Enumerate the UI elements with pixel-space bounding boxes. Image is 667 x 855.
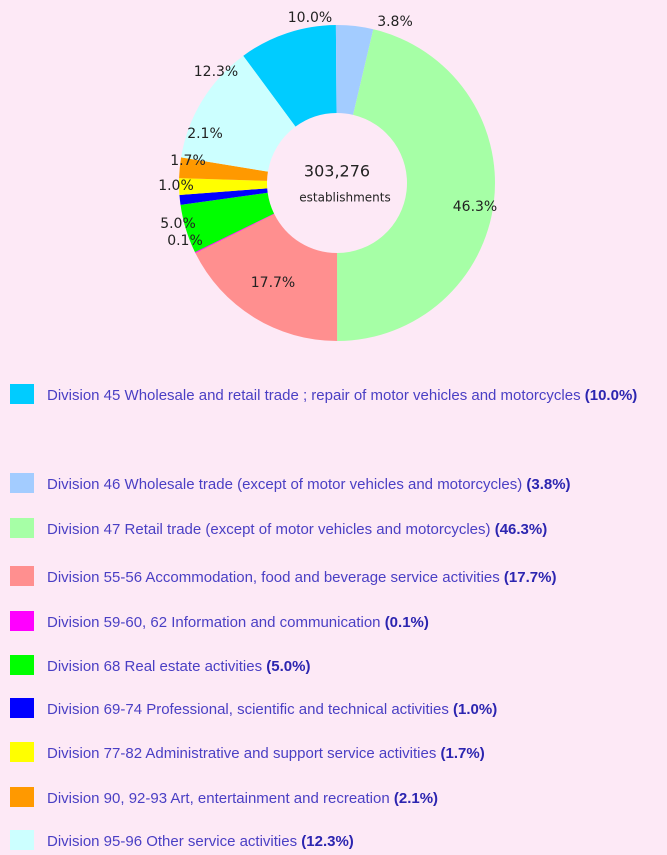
- legend-value: (3.8%): [526, 476, 571, 493]
- legend-value: (1.7%): [440, 745, 485, 762]
- legend-text: Division 59-60, 62 Information and commu…: [47, 610, 667, 636]
- data-label: 12.3%: [194, 64, 238, 80]
- center-label: establishments: [299, 191, 390, 205]
- legend-text: Division 90, 92-93 Art, entertainment an…: [47, 786, 667, 812]
- legend-text: Division 95-96 Other service activities …: [47, 829, 667, 855]
- data-label: 2.1%: [187, 126, 223, 142]
- center-value: 303,276: [304, 162, 370, 181]
- legend-swatch: [10, 787, 34, 807]
- data-label: 5.0%: [160, 216, 196, 232]
- legend-text: Division 77-82 Administrative and suppor…: [47, 741, 667, 767]
- legend-label: Division 45 Wholesale and retail trade ;…: [47, 387, 581, 404]
- slice: [194, 213, 275, 254]
- legend-swatch: [10, 518, 34, 538]
- legend-text: Division 46 Wholesale trade (except of m…: [47, 472, 667, 498]
- legend-text: Division 55-56 Accommodation, food and b…: [47, 565, 667, 591]
- slice: [180, 192, 275, 253]
- slice: [337, 29, 496, 341]
- legend-value: (2.1%): [393, 790, 439, 807]
- legend-label: Division 77-82 Administrative and suppor…: [47, 745, 437, 762]
- legend-label: Division 90, 92-93 Art, entertainment an…: [47, 790, 390, 807]
- slice: [243, 25, 337, 127]
- legend-text: Division 68 Real estate activities (5.0%…: [47, 654, 667, 680]
- data-label: 1.0%: [158, 178, 194, 194]
- slice: [181, 55, 296, 172]
- legend-text: Division 47 Retail trade (except of moto…: [47, 517, 667, 543]
- legend-label: Division 68 Real estate activities: [47, 658, 263, 675]
- legend-value: (0.1%): [384, 614, 429, 631]
- data-label: 0.1%: [167, 233, 203, 249]
- legend-label: Division 47 Retail trade (except of moto…: [47, 521, 491, 538]
- legend-value: (17.7%): [503, 569, 557, 586]
- slice: [179, 157, 268, 181]
- legend-label: Division 59-60, 62 Information and commu…: [47, 614, 381, 631]
- slice: [335, 25, 374, 115]
- legend-label: Division 46 Wholesale trade (except of m…: [47, 476, 523, 493]
- data-label: 3.8%: [377, 14, 413, 30]
- legend-label: Division 55-56 Accommodation, food and b…: [47, 569, 500, 586]
- legend-swatch: [10, 566, 34, 586]
- legend-swatch: [10, 384, 34, 404]
- legend-swatch: [10, 473, 34, 493]
- slice: [195, 214, 338, 342]
- legend-value: (10.0%): [584, 387, 638, 404]
- donut-chart: 303,276 establishments 10.0% 3.8% 46.3% 17.…: [158, 10, 497, 342]
- data-label: 1.7%: [170, 153, 206, 169]
- legend-value: (12.3%): [301, 833, 354, 850]
- data-label: 46.3%: [453, 199, 497, 215]
- slice: [178, 178, 268, 196]
- legend-swatch: [10, 611, 34, 631]
- legend-value: (5.0%): [266, 658, 311, 675]
- legend-label: Division 95-96 Other service activities: [47, 833, 298, 850]
- data-label: 17.7%: [251, 275, 295, 291]
- legend-swatch: [10, 698, 34, 718]
- legend-value: (1.0%): [453, 701, 498, 718]
- legend-label: Division 69-74 Professional, scientific …: [47, 701, 449, 718]
- legend-text: Division 45 Wholesale and retail trade ;…: [47, 383, 667, 409]
- slice: [179, 188, 268, 205]
- legend-swatch: [10, 742, 34, 762]
- legend-swatch: [10, 830, 34, 850]
- data-label: 10.0%: [288, 10, 332, 26]
- legend-text: Division 69-74 Professional, scientific …: [47, 697, 667, 723]
- legend-value: (46.3%): [494, 521, 548, 538]
- legend-swatch: [10, 655, 34, 675]
